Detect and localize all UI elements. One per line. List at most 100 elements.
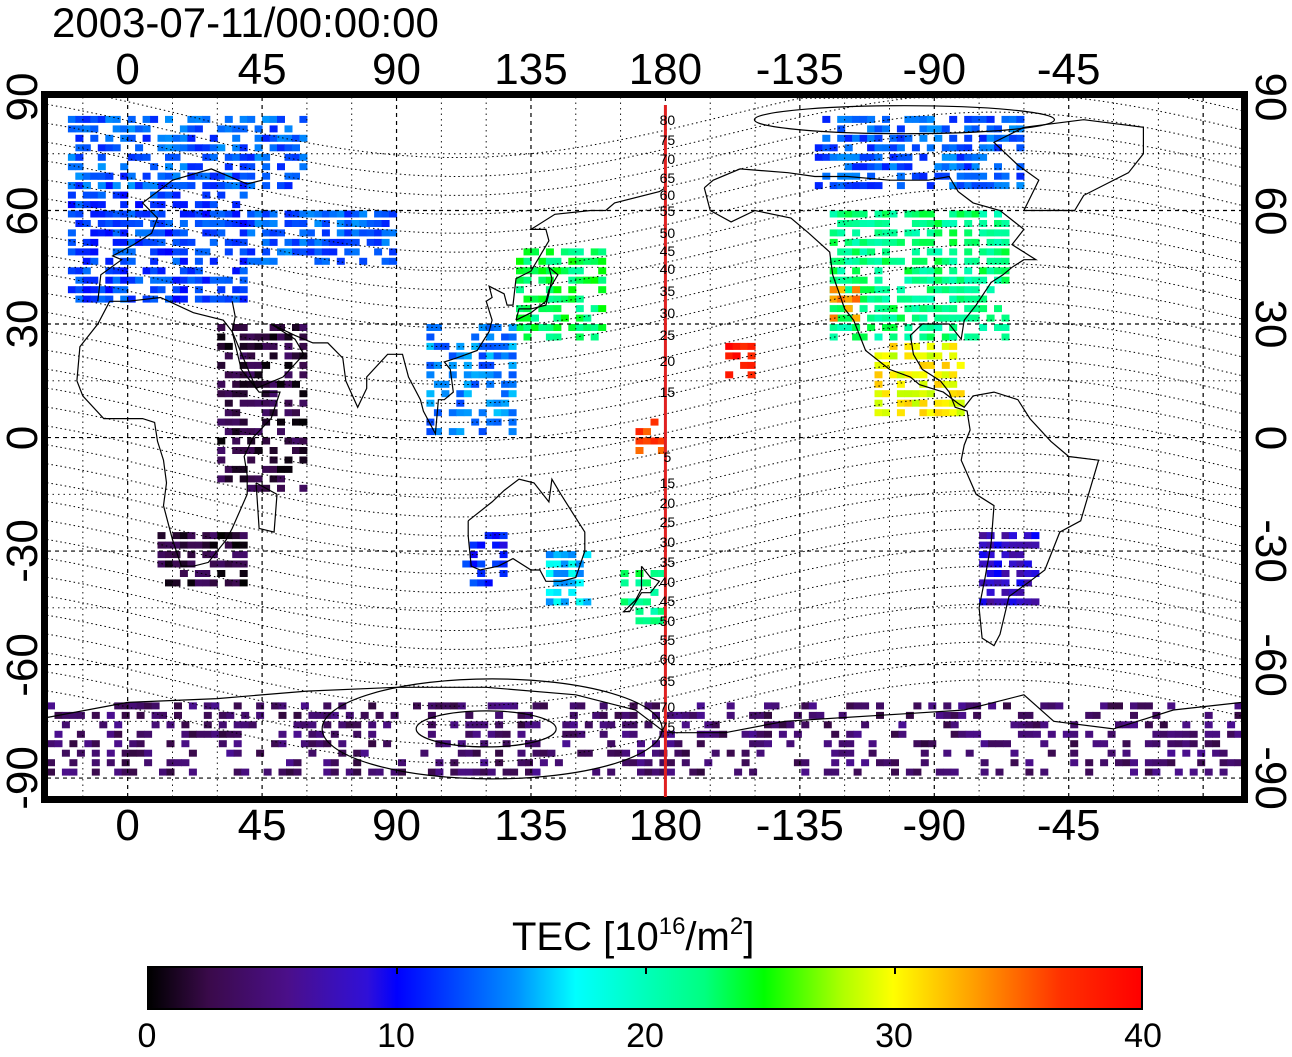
tec-cell	[284, 248, 293, 256]
tec-cell	[150, 201, 159, 209]
tec-cell	[323, 702, 332, 710]
tec-cell	[495, 721, 504, 729]
tec-cell	[837, 267, 846, 275]
tec-cell	[69, 711, 78, 719]
tec-cell	[979, 229, 988, 237]
tec-cell	[1144, 702, 1153, 710]
tec-cell	[247, 220, 256, 227]
tec-cell	[76, 711, 85, 719]
tec-cell	[568, 286, 577, 294]
tec-cell	[844, 314, 853, 322]
tec-cell	[1009, 551, 1017, 559]
coastline	[992, 119, 1144, 212]
tec-cell	[882, 238, 890, 246]
tec-cell	[874, 361, 883, 369]
tec-cell	[248, 721, 257, 729]
tec-cell	[172, 182, 181, 190]
tec-cell	[1070, 759, 1079, 767]
tec-cell	[964, 276, 973, 284]
tec-cell	[345, 768, 354, 776]
tec-cell	[853, 702, 862, 710]
tec-cell	[433, 342, 442, 350]
tec-cell	[911, 390, 920, 398]
tec-cell	[344, 248, 353, 256]
tec-cell	[308, 740, 317, 748]
tec-cell	[165, 134, 173, 142]
tick-left-label: 60	[0, 186, 47, 235]
tec-cell	[374, 229, 383, 237]
tec-cell	[934, 257, 943, 265]
tec-cell	[904, 371, 913, 379]
tec-cell	[553, 257, 562, 265]
tec-cell	[553, 267, 562, 275]
tec-cell	[142, 238, 151, 246]
tec-cell	[725, 342, 734, 350]
tec-cell	[844, 115, 853, 123]
tec-cell	[837, 286, 846, 294]
tec-cell	[986, 532, 995, 540]
tec-cell	[194, 286, 203, 294]
tec-cell	[964, 172, 973, 180]
tec-cell	[1070, 740, 1079, 748]
tec-cell	[269, 144, 278, 152]
tec-cell	[179, 134, 188, 142]
tec-cell	[941, 163, 950, 171]
tec-cell	[1016, 134, 1025, 142]
tec-cell	[607, 768, 616, 776]
tec-cell	[187, 182, 196, 190]
tec-cell	[868, 740, 877, 748]
tec-cell	[202, 295, 211, 303]
tec-cell	[979, 210, 988, 218]
tec-cell	[105, 220, 114, 227]
tec-cell	[254, 342, 263, 350]
tec-cell	[590, 248, 599, 256]
mlat-contour	[46, 244, 1243, 329]
tec-cell	[254, 125, 263, 133]
dateline-label: 60	[660, 651, 676, 667]
tec-cell	[239, 324, 248, 331]
map-title: 2003-07-11/00:00:00	[52, 0, 439, 46]
tec-patch-11	[635, 418, 666, 454]
tec-cell	[188, 702, 197, 710]
tec-cell	[181, 759, 190, 767]
tec-cell	[67, 286, 76, 294]
tec-cell	[911, 257, 920, 265]
tec-cell	[986, 115, 995, 123]
tec-cell	[389, 210, 398, 218]
tec-cell	[127, 238, 136, 246]
tec-cell	[389, 229, 398, 237]
tec-cell	[142, 134, 151, 142]
tec-cell	[575, 295, 584, 303]
tec-cell	[1023, 598, 1032, 606]
tec-cell	[553, 324, 562, 331]
tec-cell	[1182, 721, 1191, 729]
tec-cell	[508, 352, 517, 360]
tec-cell	[583, 598, 592, 606]
tec-cell	[194, 570, 203, 577]
tec-cell	[874, 153, 883, 161]
tec-cell	[1001, 579, 1010, 587]
tec-cell	[120, 229, 129, 237]
tec-cell	[545, 295, 554, 303]
tec-cell	[308, 711, 317, 719]
tec-cell	[545, 305, 554, 313]
tec-cell	[501, 380, 510, 388]
tec-cell	[867, 314, 876, 322]
tec-cell	[269, 390, 278, 398]
tec-cell	[741, 749, 750, 757]
tec-cell	[814, 182, 823, 190]
tec-cell	[247, 361, 256, 369]
tec-cell	[224, 352, 233, 360]
tec-cell	[659, 749, 668, 757]
tec-cell	[187, 541, 196, 549]
tec-cell	[477, 560, 486, 568]
tec-cell	[1234, 759, 1243, 767]
tec-cell	[427, 711, 436, 719]
tec-cell	[472, 730, 481, 738]
tec-cell	[247, 182, 256, 190]
tec-cell	[949, 115, 958, 123]
tec-cell	[97, 295, 106, 303]
tec-cell	[299, 456, 308, 464]
tec-cell	[121, 702, 130, 710]
tec-cell	[217, 342, 226, 350]
